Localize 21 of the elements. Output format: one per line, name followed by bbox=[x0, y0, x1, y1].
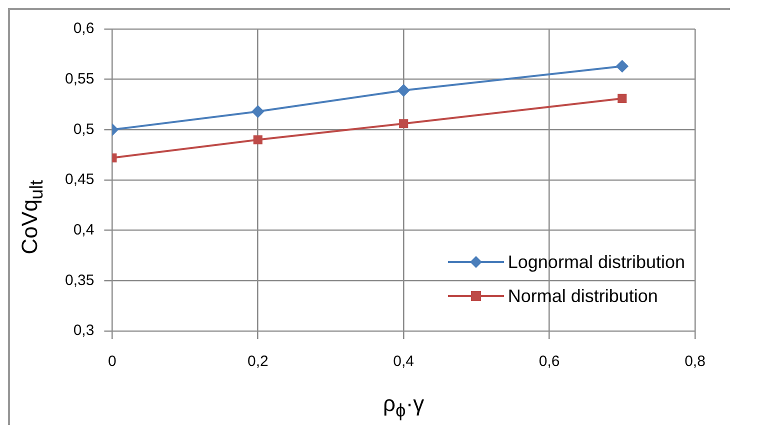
point bbox=[616, 60, 628, 72]
x-tick-label: 0,6 bbox=[538, 353, 560, 370]
y-tick-label: 0,5 bbox=[73, 120, 94, 138]
y-tick-label: 0,6 bbox=[73, 20, 94, 38]
x-tick-label: 0,8 bbox=[684, 353, 706, 370]
x-tick-label: 0,4 bbox=[393, 353, 414, 370]
y-tick-label: 0,3 bbox=[73, 322, 94, 340]
x-tick-label: 0 bbox=[108, 353, 116, 370]
x-axis-title: ρ$_{ϕ}$·γ bbox=[382, 390, 426, 421]
y-tick-label: 0,4 bbox=[73, 221, 94, 238]
point bbox=[253, 135, 262, 144]
x-tick-label: 0,2 bbox=[247, 353, 268, 370]
legend-label: Normal distribution bbox=[508, 285, 658, 308]
y-tick-label: 0,35 bbox=[64, 272, 94, 289]
point bbox=[618, 94, 627, 103]
point bbox=[399, 119, 408, 128]
y-tick-label: 0,45 bbox=[64, 171, 94, 188]
point bbox=[252, 106, 264, 118]
point bbox=[398, 84, 410, 96]
legend-label: Lognormal distribution bbox=[508, 251, 685, 274]
y-tick-label: 0,55 bbox=[64, 70, 94, 88]
